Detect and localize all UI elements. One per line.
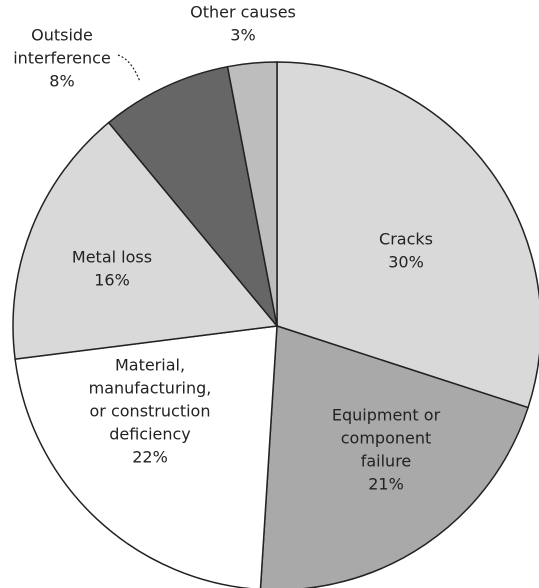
slice-label: interference: [13, 49, 111, 68]
value-label: 3%: [230, 26, 255, 45]
slice-label: Cracks: [379, 230, 433, 249]
value-label: 21%: [368, 475, 404, 494]
slice-label: Outside: [31, 26, 93, 45]
pie-slice: [107, 65, 278, 327]
slice-label: component: [341, 429, 432, 448]
value-label: 16%: [94, 271, 130, 290]
slice-label: Equipment or: [332, 406, 441, 425]
pie-slice: [12, 121, 279, 360]
slice-label: Metal loss: [72, 248, 152, 267]
value-label: 8%: [49, 72, 74, 91]
slice-label: Other causes: [190, 3, 296, 22]
leader-line: [117, 54, 141, 83]
pie-slice: [276, 61, 539, 409]
slice-label: failure: [361, 452, 412, 471]
slice-label: Material,: [115, 356, 185, 375]
value-label: 30%: [388, 253, 424, 272]
value-label: 22%: [132, 448, 168, 467]
pie-slice: [226, 61, 278, 327]
slice-label: or construction: [90, 402, 211, 421]
pie-slice: [259, 324, 530, 588]
slice-label: deficiency: [109, 425, 191, 444]
pie-slice: [14, 325, 278, 588]
slice-label: manufacturing,: [89, 379, 212, 398]
